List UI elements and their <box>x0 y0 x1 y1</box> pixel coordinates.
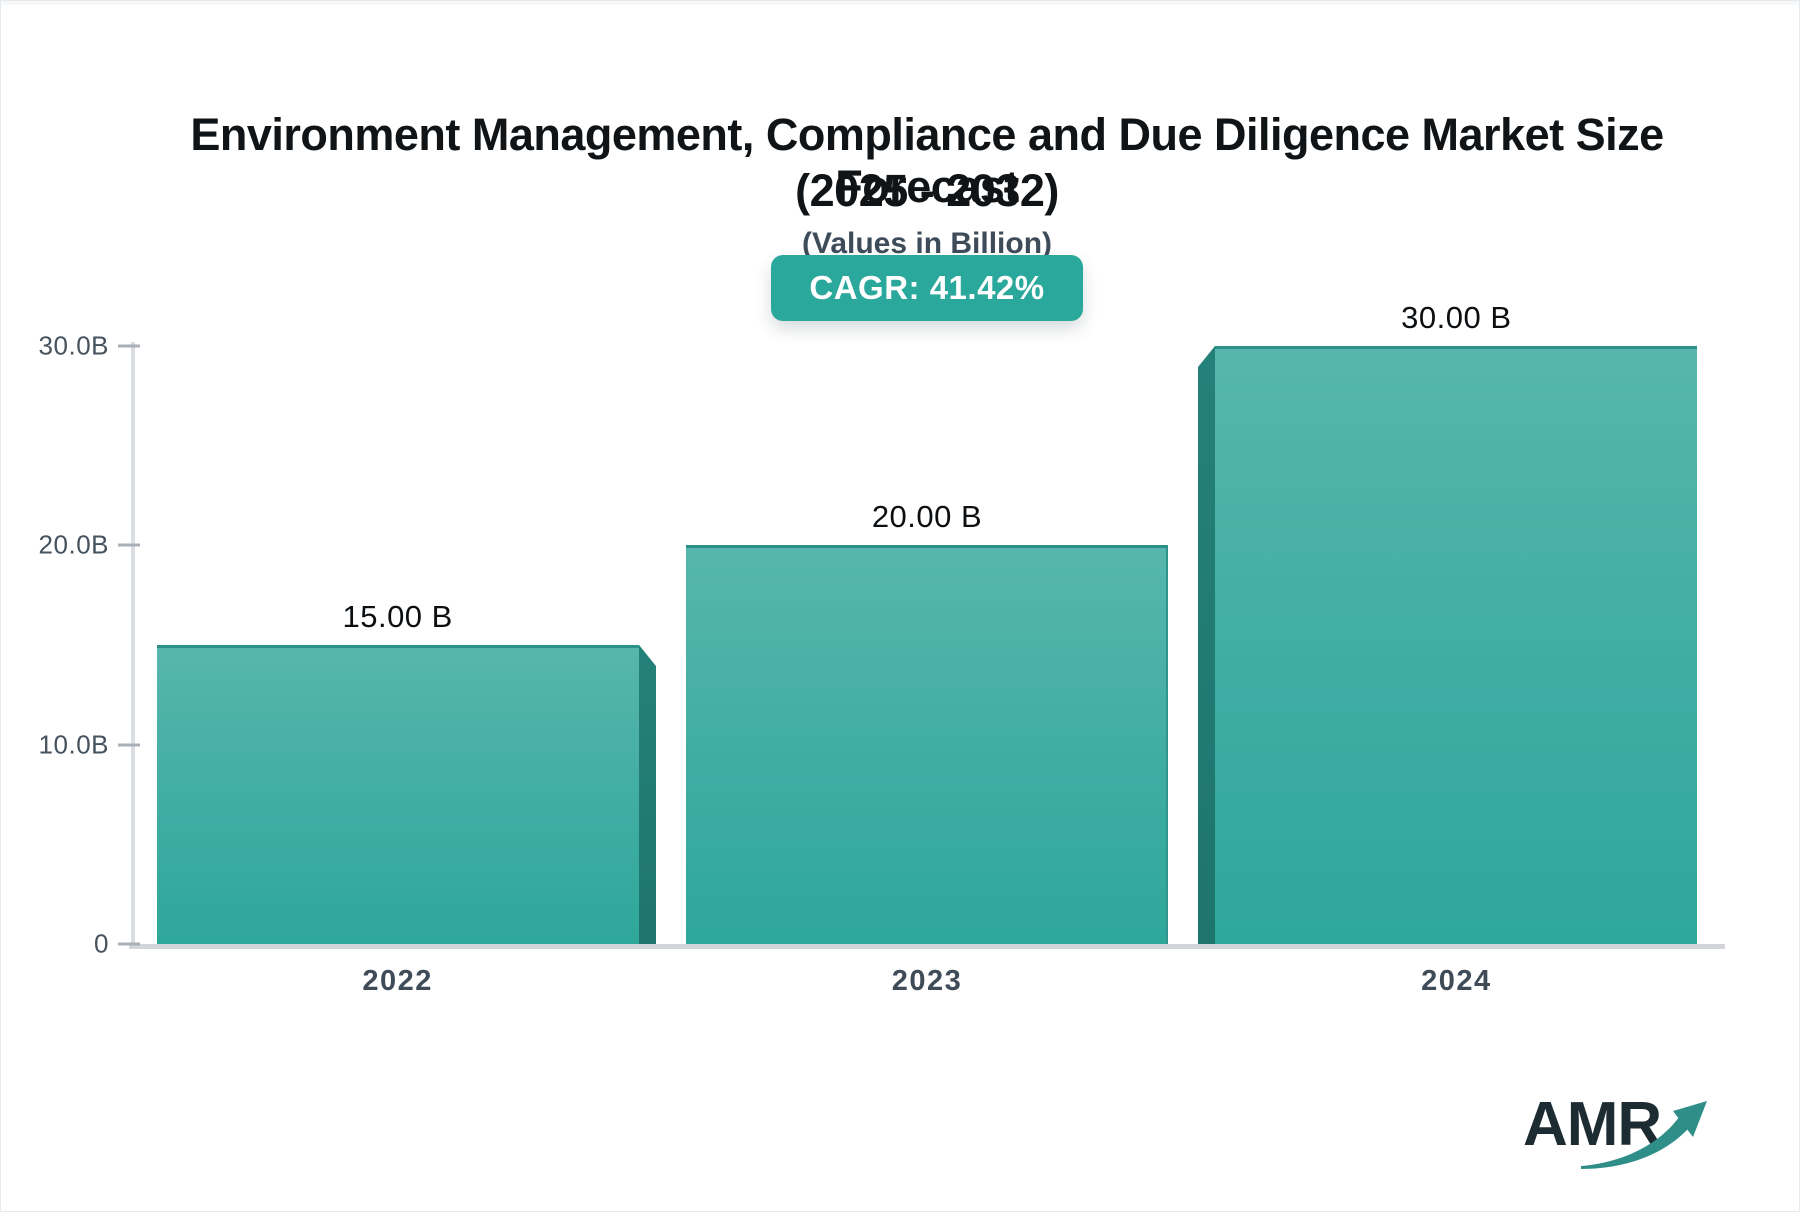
chart-subtitle: (Values in Billion) <box>801 227 1053 260</box>
bar-value-label: 30.00 B <box>1401 300 1512 335</box>
amr-logo: AMR <box>1523 1090 1707 1169</box>
chart-title-line2: (2025 - 2032) <box>795 165 1059 216</box>
x-axis-label-2023: 2023 <box>891 965 963 997</box>
x-axis-label-2024: 2024 <box>1421 965 1492 997</box>
cagr-badge-wrap: CAGR: 41.42% <box>133 255 1721 321</box>
y-tick-label: 10.0B <box>38 729 109 760</box>
amr-logo-text: AMR <box>1523 1090 1661 1159</box>
bar-value-label: 20.00 B <box>871 499 983 535</box>
amr-logo-arrow-head <box>1673 1101 1707 1137</box>
y-tick-label: 0 <box>94 928 109 959</box>
bar-3d-side-2024 <box>1198 346 1215 944</box>
amr-logo-arrow-swoosh <box>1581 1117 1688 1169</box>
x-axis-line <box>129 944 1725 949</box>
y-tick-mark <box>118 543 140 547</box>
bar-3d-side-2022 <box>639 645 656 944</box>
y-tick-label: 20.0B <box>38 529 109 560</box>
bar-value-label: 15.00 B <box>342 599 453 634</box>
y-axis-line <box>131 342 135 948</box>
cagr-badge: CAGR: 41.42% <box>771 255 1083 321</box>
bar-2022[interactable] <box>157 645 639 944</box>
y-tick-mark <box>118 942 140 946</box>
chart-title-line1: Environment Management, Compliance and D… <box>190 109 1664 212</box>
bar-2024[interactable] <box>1215 346 1697 944</box>
y-tick-mark <box>118 743 140 747</box>
bar-2023[interactable] <box>686 545 1168 944</box>
y-tick-mark <box>118 344 140 348</box>
x-axis-label-2022: 2022 <box>362 965 433 997</box>
y-tick-label: 30.0B <box>38 330 109 361</box>
